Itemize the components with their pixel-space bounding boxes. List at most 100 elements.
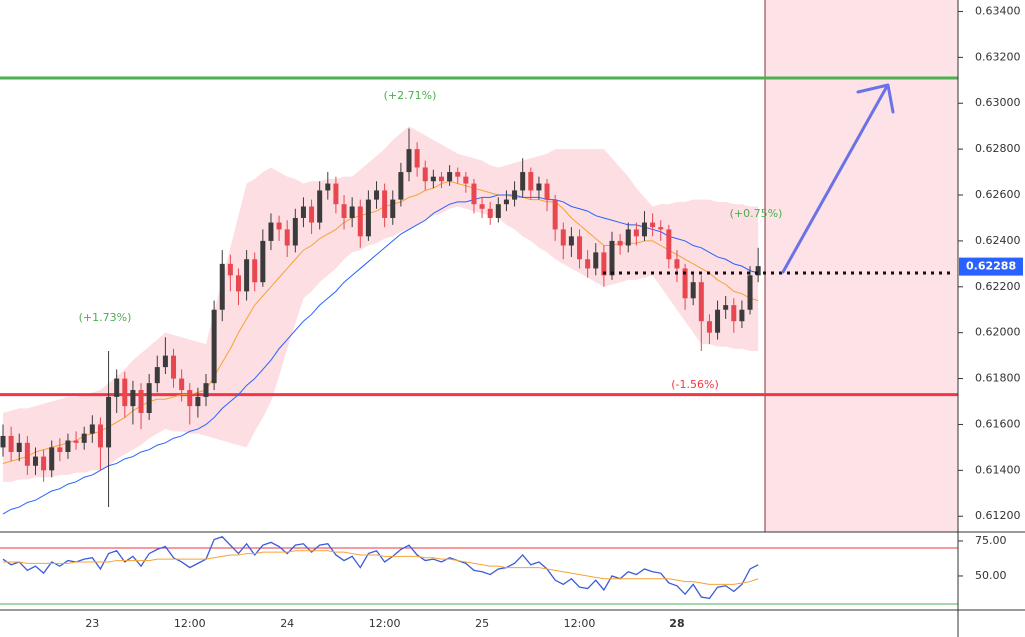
moving-average bbox=[2, 194, 759, 515]
candle-body bbox=[0, 435, 6, 448]
candle-body bbox=[601, 252, 607, 276]
candle-body bbox=[747, 275, 753, 310]
candle-body bbox=[698, 282, 704, 322]
x-tick-label: 28 bbox=[669, 617, 684, 630]
candle-body bbox=[641, 222, 647, 237]
candle-body bbox=[187, 390, 193, 407]
candle-body bbox=[106, 396, 112, 448]
candle-body bbox=[365, 199, 371, 237]
candle-body bbox=[284, 229, 290, 246]
candle-body bbox=[430, 176, 436, 182]
candle-body bbox=[682, 268, 688, 299]
candle-body bbox=[162, 355, 168, 368]
candle-body bbox=[390, 199, 396, 218]
candle-body bbox=[130, 390, 136, 407]
candle-body bbox=[658, 227, 664, 230]
candle-body bbox=[585, 259, 591, 269]
annotation: (+2.71%) bbox=[384, 89, 437, 102]
last-price-label: 0.62288 bbox=[966, 260, 1016, 273]
rsi-line bbox=[3, 550, 759, 585]
candle-body bbox=[706, 321, 712, 333]
candle-body bbox=[633, 229, 639, 237]
candle-body bbox=[73, 440, 79, 443]
y-tick-label: 0.61800 bbox=[975, 372, 1021, 385]
candle-body bbox=[65, 440, 71, 452]
candle-body bbox=[260, 240, 266, 283]
y-tick-label: 0.61600 bbox=[975, 417, 1021, 430]
candle-body bbox=[463, 176, 469, 184]
candle-body bbox=[309, 206, 315, 223]
candle-body bbox=[8, 435, 14, 452]
y-tick-label: 0.63400 bbox=[975, 4, 1021, 17]
candle-body bbox=[357, 206, 363, 237]
candle-body bbox=[690, 282, 696, 299]
candle-body bbox=[32, 456, 38, 466]
candle-body bbox=[552, 199, 558, 230]
y-tick-label: 0.61400 bbox=[975, 463, 1021, 476]
candle-body bbox=[666, 229, 672, 260]
forecast-arrow bbox=[781, 86, 888, 274]
candle-body bbox=[203, 383, 209, 397]
arrow-head bbox=[856, 83, 895, 114]
y-tick-label: 75.00 bbox=[975, 534, 1007, 547]
candle-body bbox=[731, 305, 737, 322]
candle-body bbox=[422, 167, 428, 182]
candle-body bbox=[715, 309, 721, 333]
candle-body bbox=[650, 222, 656, 228]
candle-body bbox=[471, 183, 477, 205]
annotation: (+0.75%) bbox=[730, 207, 783, 220]
candle-body bbox=[41, 456, 47, 471]
x-tick-label: 12:00 bbox=[174, 617, 206, 630]
candle-body bbox=[568, 236, 574, 246]
candle-body bbox=[57, 447, 63, 452]
candle-body bbox=[195, 396, 201, 407]
y-tick-label: 0.62600 bbox=[975, 188, 1021, 201]
x-tick-label: 12:00 bbox=[369, 617, 401, 630]
candle-body bbox=[447, 172, 453, 182]
candle-body bbox=[97, 424, 103, 448]
candle-body bbox=[227, 263, 233, 276]
candle-body bbox=[138, 390, 144, 413]
x-tick-label: 24 bbox=[280, 617, 294, 630]
candle-body bbox=[495, 204, 501, 218]
candle-body bbox=[593, 252, 599, 269]
candle-body bbox=[154, 367, 160, 384]
candle-body bbox=[455, 172, 461, 177]
candle-body bbox=[528, 172, 534, 191]
candle-body bbox=[674, 259, 680, 269]
candle-body bbox=[146, 383, 152, 413]
annotation: (+1.73%) bbox=[79, 311, 132, 324]
candle-body bbox=[617, 240, 623, 246]
y-tick-label: 50.00 bbox=[975, 569, 1007, 582]
candle-body bbox=[317, 190, 323, 223]
candle-body bbox=[406, 149, 412, 173]
candle-body bbox=[739, 309, 745, 322]
forecast-region bbox=[765, 0, 958, 532]
candle-body bbox=[49, 447, 55, 471]
candle-body bbox=[341, 204, 347, 218]
candle-body bbox=[503, 199, 509, 205]
candle-body bbox=[268, 222, 274, 241]
candle-body bbox=[374, 190, 380, 200]
y-tick-label: 0.63200 bbox=[975, 50, 1021, 63]
candle-body bbox=[512, 190, 518, 200]
y-tick-label: 0.62200 bbox=[975, 280, 1021, 293]
candle-body bbox=[235, 275, 241, 292]
moving-average bbox=[2, 180, 759, 464]
candle-body bbox=[252, 259, 258, 283]
candle-body bbox=[244, 259, 250, 292]
candle-body bbox=[438, 176, 444, 182]
candle-body bbox=[560, 229, 566, 246]
plot-layer: 0.63400 0.63200 0.63000 0.62800 0.62600 0.624… bbox=[0, 4, 1023, 630]
candle-body bbox=[479, 204, 485, 209]
y-tick-label: 0.62400 bbox=[975, 234, 1021, 247]
candle-body bbox=[114, 378, 120, 397]
candle-body bbox=[122, 378, 128, 407]
candle-body bbox=[609, 240, 615, 276]
candle-body bbox=[382, 190, 388, 218]
y-tick-label: 0.62800 bbox=[975, 142, 1021, 155]
candle-body bbox=[723, 305, 729, 310]
candle-body bbox=[333, 183, 339, 205]
